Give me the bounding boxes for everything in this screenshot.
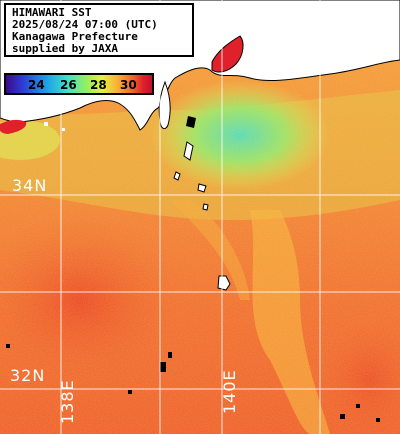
colorbar-tick: 30 bbox=[120, 78, 137, 92]
island bbox=[173, 171, 181, 181]
cloud-speck bbox=[340, 414, 345, 419]
colorbar-tick: 24 bbox=[28, 78, 45, 92]
hot-spot-bay bbox=[211, 35, 244, 73]
region-label: Kanagawa Prefecture bbox=[12, 30, 138, 43]
color-bar: 24 26 28 30 bbox=[4, 73, 154, 95]
island bbox=[217, 275, 231, 291]
cloud-speck bbox=[6, 344, 10, 348]
island bbox=[186, 116, 196, 128]
cloud-speck bbox=[44, 122, 48, 126]
cloud-speck bbox=[168, 352, 172, 358]
cloud-speck bbox=[128, 390, 132, 394]
island bbox=[183, 141, 194, 161]
hot-spot-west bbox=[0, 119, 27, 134]
lon-label-138e: 138E bbox=[58, 379, 77, 424]
cloud-speck bbox=[376, 418, 380, 422]
island bbox=[197, 183, 207, 193]
product-title: HIMAWARI SST bbox=[12, 6, 92, 19]
cloud-speck bbox=[62, 128, 65, 131]
info-box: HIMAWARI SST 2025/08/24 07:00 (UTC) Kana… bbox=[4, 3, 194, 57]
colorbar-tick: 28 bbox=[90, 78, 107, 92]
cloud-speck bbox=[356, 404, 360, 408]
colorbar-tick: 26 bbox=[60, 78, 77, 92]
lat-label-32n: 32N bbox=[10, 366, 46, 385]
island bbox=[202, 203, 209, 211]
lon-label-140e: 140E bbox=[220, 369, 239, 414]
source-credit: supplied by JAXA bbox=[12, 42, 118, 55]
lat-label-34n: 34N bbox=[12, 176, 48, 195]
cloud-speck bbox=[160, 362, 166, 372]
timestamp: 2025/08/24 07:00 (UTC) bbox=[12, 18, 158, 31]
